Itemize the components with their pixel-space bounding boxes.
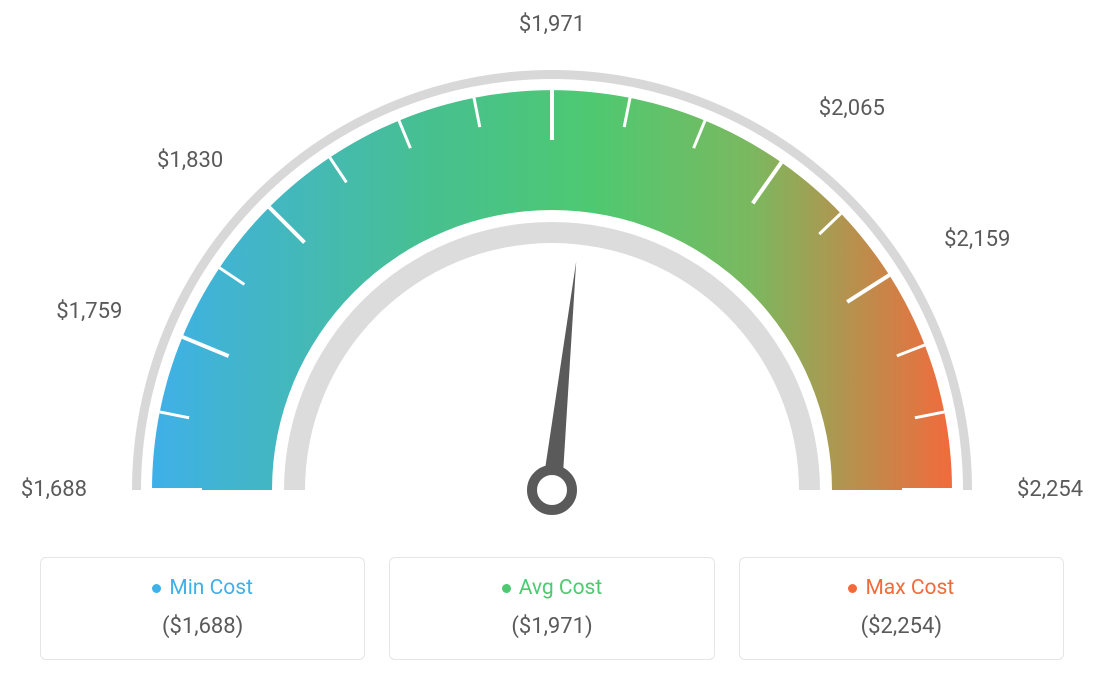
gauge-chart-container: $1,688 $1,759 $1,830 $1,971 $2,065 $2,159 $2,2… xyxy=(0,0,1104,690)
avg-cost-value: ($1,971) xyxy=(410,614,693,639)
max-cost-dot-icon xyxy=(848,584,857,593)
max-cost-card: Max Cost ($2,254) xyxy=(739,557,1064,660)
avg-cost-dot-icon xyxy=(502,584,511,593)
avg-cost-title: Avg Cost xyxy=(519,576,603,600)
min-cost-dot-icon xyxy=(152,584,161,593)
svg-text:$2,065: $2,065 xyxy=(819,96,885,121)
max-cost-title: Max Cost xyxy=(865,576,954,600)
svg-text:$1,688: $1,688 xyxy=(21,477,87,502)
svg-text:$1,830: $1,830 xyxy=(157,148,223,173)
svg-text:$2,159: $2,159 xyxy=(944,227,1010,252)
svg-text:$1,971: $1,971 xyxy=(519,12,585,37)
min-cost-card: Min Cost ($1,688) xyxy=(40,557,365,660)
gauge-svg: $1,688 $1,759 $1,830 $1,971 $2,065 $2,159 $2,2… xyxy=(0,0,1104,530)
min-cost-header: Min Cost xyxy=(61,576,344,600)
max-cost-header: Max Cost xyxy=(760,576,1043,600)
min-cost-value: ($1,688) xyxy=(61,614,344,639)
avg-cost-header: Avg Cost xyxy=(410,576,693,600)
avg-cost-card: Avg Cost ($1,971) xyxy=(389,557,714,660)
svg-text:$1,759: $1,759 xyxy=(56,299,122,324)
min-cost-title: Min Cost xyxy=(169,576,253,600)
cost-cards-row: Min Cost ($1,688) Avg Cost ($1,971) Max … xyxy=(40,557,1064,660)
max-cost-value: ($2,254) xyxy=(760,614,1043,639)
svg-text:$2,254: $2,254 xyxy=(1017,477,1083,502)
gauge-area: $1,688 $1,759 $1,830 $1,971 $2,065 $2,159 $2,2… xyxy=(0,0,1104,530)
